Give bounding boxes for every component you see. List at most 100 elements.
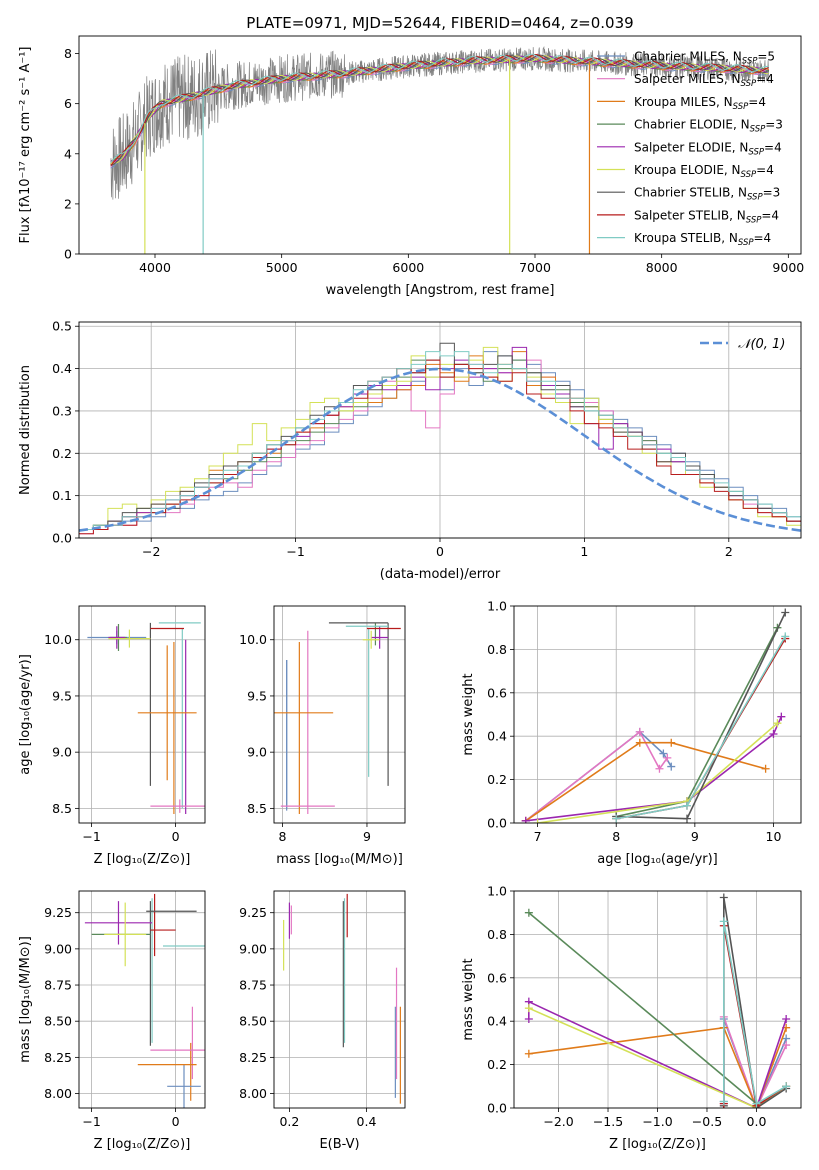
age_vs_Z-border xyxy=(78,605,206,824)
weight_vs_Z-marker-kroupa_stelib xyxy=(719,1097,728,1106)
age_vs_mass-xtick-label: 8 xyxy=(278,829,286,844)
spectrum-ylabel: Flux [fλ10⁻¹⁷ erg cm⁻² s⁻¹ A⁻¹] xyxy=(18,47,33,244)
age_vs_mass-ytick-label: 8.5 xyxy=(247,801,267,816)
weight_vs_age-xtick-label: 7 xyxy=(534,829,542,844)
weight_vs_Z-marker-kroupa_stelib xyxy=(782,1082,791,1091)
weight_vs_Z-ytick-label: 0.2 xyxy=(487,1057,507,1072)
weight_vs_age-ytick-label: 0.6 xyxy=(487,685,507,700)
residuals-axes: −2 −1 0 1 2 0.0 0.1 0.2 0.3 0.4 0.5 (data-model)/er… xyxy=(18,319,802,582)
mass_vs_Z-xtick-label: 0 xyxy=(172,1114,180,1129)
weight_vs_age-marker-salpeter_miles xyxy=(663,753,672,762)
weight_vs_age-marker-kroupa_elodie xyxy=(533,819,542,823)
spectrum-border xyxy=(78,35,802,255)
weight_vs_age-marker-chabrier_stelib xyxy=(781,608,790,617)
spectrum-xtick-label: 6000 xyxy=(392,260,424,275)
mass_vs_EBV-ytick-label: 8.50 xyxy=(239,1014,267,1029)
figure-title: PLATE=0971, MJD=52644, FIBERID=0464, z=0… xyxy=(246,14,633,32)
legend-label-chabrier_stelib: Chabrier STELIB, NSSP=3 xyxy=(634,186,780,203)
weight_vs_age-marker-kroupa_stelib xyxy=(612,814,621,823)
legend-label-chabrier_miles: Chabrier MILES, NSSP=5 xyxy=(634,50,775,67)
spectrum-model-chabrier_elodie xyxy=(110,55,770,162)
weight_vs_Z-ytick-label: 0.0 xyxy=(487,1101,507,1116)
weight_vs_age-marker-chabrier_stelib xyxy=(682,814,691,823)
mass_vs_Z-ylabel: mass [log₁₀(M/M⊙)] xyxy=(18,936,33,1063)
age_vs_Z-xtick-label: 0 xyxy=(172,829,180,844)
weight_vs_Z-marker-salpeter_elodie xyxy=(782,1015,791,1024)
weight_vs_age-ytick-label: 0.0 xyxy=(487,816,507,831)
legend-label-kroupa_elodie: Kroupa ELODIE, NSSP=4 xyxy=(634,163,774,180)
mass_vs_EBV-xlabel: E(B-V) xyxy=(319,1137,359,1152)
weight_vs_age-line-chabrier_stelib xyxy=(616,612,787,820)
residuals-border xyxy=(78,321,802,539)
residuals-xtick-label: −1 xyxy=(286,544,304,559)
mass_vs_Z-axes: −1 0 8.00 8.25 8.50 8.75 9.00 9.25 Z [log₁₀(Z/Z⊙… xyxy=(18,890,206,1152)
spectrum-model-salpeter_stelib xyxy=(110,54,769,166)
age_vs_mass-ytick-label: 9.5 xyxy=(247,688,267,703)
weight_vs_Z-marker-kroupa_stelib xyxy=(719,917,728,926)
residuals-ytick-label: 0.3 xyxy=(52,403,72,418)
mass_vs_Z-ytick-label: 8.00 xyxy=(44,1086,72,1101)
age_vs_mass-ytick-label: 10.0 xyxy=(239,632,267,647)
weight_vs_Z-ylabel: mass weight xyxy=(461,958,476,1040)
residuals-ytick-label: 0.0 xyxy=(52,531,72,546)
mass_vs_EBV-ytick-label: 8.25 xyxy=(239,1050,267,1065)
panels: 4000 5000 6000 7000 8000 900002468wavelength … xyxy=(18,35,804,1152)
weight_vs_age-ytick-label: 1.0 xyxy=(487,599,507,614)
residuals-xtick-label: 0 xyxy=(436,544,444,559)
weight_vs_age-marker-kroupa_miles xyxy=(635,738,644,747)
mass_vs_Z-frame: −1 0 8.00 8.25 8.50 8.75 9.00 9.25 Z [log₁₀(Z/Z⊙… xyxy=(18,890,206,1152)
weight_vs_age-marker-chabrier_miles xyxy=(667,762,676,771)
mass_vs_Z-ytick-label: 9.00 xyxy=(44,941,72,956)
weight_vs_Z-border xyxy=(513,890,802,1109)
spectrum-model-chabrier_stelib xyxy=(110,54,770,166)
weight_vs_age-line-kroupa_miles xyxy=(525,741,766,822)
legend-label-salpeter_stelib: Salpeter STELIB, NSSP=4 xyxy=(634,208,779,225)
age_vs_Z-ylabel: age [log₁₀(age/yr)] xyxy=(18,654,33,775)
weight_vs_age-marker-salpeter_miles xyxy=(655,764,664,773)
weight_vs_Z-ytick-label: 0.8 xyxy=(487,927,507,942)
age_vs_Z-xtick-label: −1 xyxy=(82,829,100,844)
residuals-xtick-label: 1 xyxy=(580,544,588,559)
weight_vs_Z-line-kroupa_miles xyxy=(528,1026,787,1108)
legend-label-salpeter_elodie: Salpeter ELODIE, NSSP=4 xyxy=(634,140,782,157)
residuals-xtick-label: −2 xyxy=(142,544,160,559)
gaussian-legend-label: 𝒩(0, 1) xyxy=(738,337,785,352)
spectrum-ytick-label: 8 xyxy=(64,46,72,61)
age_vs_Z-ytick-label: 9.5 xyxy=(52,688,72,703)
weight_vs_Z-xtick-label: −1.0 xyxy=(642,1114,672,1129)
weight_vs_age-marker-kroupa_elodie xyxy=(773,719,782,728)
mass_vs_EBV-xtick-label: 0.2 xyxy=(279,1114,299,1129)
mass_vs_Z-xtick-label: −1 xyxy=(82,1114,100,1129)
age_vs_Z-frame: −1 0 8.5 9.0 9.5 10.0 Z [log₁₀(Z/Z⊙)] age [log₁… xyxy=(18,605,206,867)
spectrum-legend: Chabrier MILES, NSSP=5 Salpeter MILES, NS… xyxy=(597,50,783,248)
weight_vs_Z-ytick-label: 1.0 xyxy=(487,884,507,899)
age_vs_mass-ytick-label: 9.0 xyxy=(247,745,267,760)
gaussian-curve xyxy=(79,367,801,532)
age_vs_mass-xlabel: mass [log₁₀(M/M⊙)] xyxy=(276,852,403,867)
spectrum-model-kroupa_stelib xyxy=(110,53,769,164)
mass_vs_EBV-ytick-label: 8.00 xyxy=(239,1086,267,1101)
mass_vs_EBV-ytick-label: 9.25 xyxy=(239,905,267,920)
residual-hist-salpeter_stelib xyxy=(79,359,801,535)
spectrum-ytick-label: 6 xyxy=(64,96,72,111)
residual-hist-kroupa_stelib xyxy=(79,351,801,530)
weight_vs_age-axes: 7 8 9 10 0.0 0.2 0.4 0.6 0.8 1.0 age [log₁₀(age/yr… xyxy=(461,599,802,867)
mass_vs_Z-xlabel: Z [log₁₀(Z/Z⊙)] xyxy=(94,1137,191,1152)
mass_vs_EBV-border xyxy=(273,890,406,1109)
weight_vs_Z-xlabel: Z [log₁₀(Z/Z⊙)] xyxy=(609,1137,706,1152)
weight_vs_age-border xyxy=(513,605,802,824)
mass_vs_Z-ytick-label: 8.25 xyxy=(44,1050,72,1065)
legend-label-kroupa_miles: Kroupa MILES, NSSP=4 xyxy=(634,95,766,112)
weight_vs_Z-xtick-label: −1.5 xyxy=(593,1114,623,1129)
age_vs_mass-border xyxy=(273,605,406,824)
weight_vs_Z-xtick-label: 0.0 xyxy=(747,1114,767,1129)
legend-label-chabrier_elodie: Chabrier ELODIE, NSSP=3 xyxy=(634,118,783,135)
residuals-ytick-label: 0.4 xyxy=(52,361,72,376)
weight_vs_age-marker-kroupa_miles xyxy=(667,738,676,747)
weight_vs_Z-ytick-label: 0.6 xyxy=(487,970,507,985)
age_vs_Z-plot-area xyxy=(87,622,205,815)
spectrum-xlabel: wavelength [Angstrom, rest frame] xyxy=(326,283,555,298)
weight_vs_Z-marker-kroupa_stelib xyxy=(752,1099,761,1108)
spectrum-model-chabrier_miles xyxy=(110,56,770,169)
spectrum-xtick-label: 5000 xyxy=(266,260,298,275)
